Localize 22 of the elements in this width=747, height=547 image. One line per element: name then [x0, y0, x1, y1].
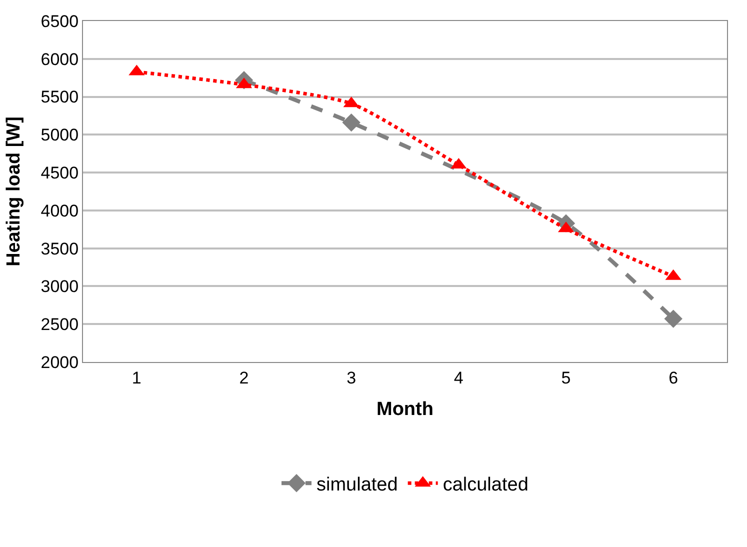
point — [664, 310, 682, 328]
y-tick-label: 4000 — [40, 201, 79, 220]
y-tick-label: 3500 — [40, 239, 79, 258]
point — [342, 113, 360, 132]
y-tick-label: 4500 — [40, 164, 79, 183]
x-tick-label: 4 — [454, 368, 464, 388]
y-tick-label: 5000 — [40, 126, 79, 145]
legend-label: calculated — [442, 474, 528, 496]
x-tick-label: 1 — [132, 368, 142, 388]
y-tick-label: 6000 — [40, 50, 79, 69]
x-tick-label: 3 — [346, 368, 356, 388]
x-tick-label: 5 — [561, 368, 571, 388]
legend-label: simulated — [316, 474, 398, 496]
y-tick-label: 2000 — [40, 352, 79, 372]
y-tick-label: 6500 — [40, 12, 79, 31]
y-tick-label: 5500 — [40, 88, 79, 107]
x-tick-label: 2 — [239, 368, 249, 388]
x-tick-label: 6 — [668, 368, 678, 388]
y-tick-label: 2500 — [40, 315, 79, 334]
y-axis-title: Heating load [W] — [4, 116, 25, 266]
x-axis-title: Month — [376, 399, 434, 420]
y-tick-label: 3000 — [40, 277, 79, 296]
